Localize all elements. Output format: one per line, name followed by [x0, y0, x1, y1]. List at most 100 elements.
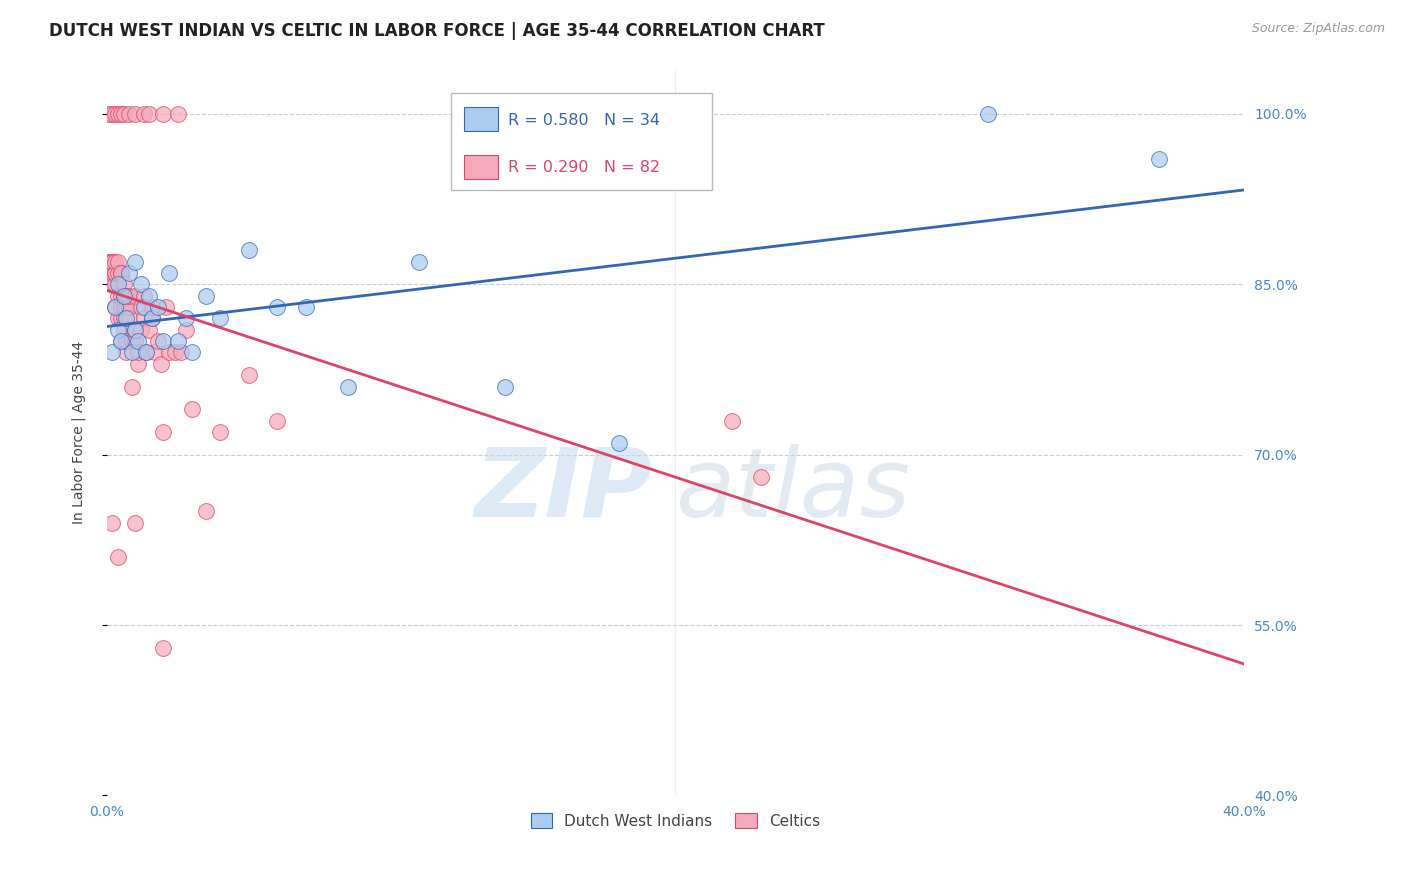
Point — [721, 414, 744, 428]
Point — [121, 379, 143, 393]
Point — [124, 323, 146, 337]
FancyBboxPatch shape — [464, 154, 498, 178]
Point — [141, 311, 163, 326]
Point — [124, 254, 146, 268]
Point — [104, 277, 127, 292]
Point — [104, 107, 127, 121]
Point — [107, 323, 129, 337]
Text: atlas: atlas — [675, 443, 911, 537]
Point — [149, 357, 172, 371]
Point — [129, 277, 152, 292]
Point — [143, 345, 166, 359]
Point — [166, 107, 188, 121]
Point — [101, 254, 124, 268]
Point — [98, 266, 121, 280]
Point — [101, 254, 124, 268]
Point — [132, 288, 155, 302]
Point — [124, 334, 146, 348]
Point — [494, 379, 516, 393]
Point — [115, 311, 138, 326]
Point — [607, 436, 630, 450]
Point — [107, 311, 129, 326]
Point — [101, 266, 124, 280]
Point — [337, 379, 360, 393]
Point — [195, 288, 218, 302]
Point — [132, 311, 155, 326]
Point — [138, 107, 160, 121]
Point — [749, 470, 772, 484]
Point — [115, 288, 138, 302]
Point — [132, 107, 155, 121]
Text: R = 0.290   N = 82: R = 0.290 N = 82 — [508, 161, 661, 175]
Point — [118, 311, 141, 326]
Point — [121, 345, 143, 359]
Point — [118, 288, 141, 302]
Point — [98, 107, 121, 121]
Point — [266, 414, 288, 428]
Point — [101, 254, 124, 268]
Point — [104, 300, 127, 314]
Point — [180, 402, 202, 417]
Point — [110, 266, 132, 280]
Point — [138, 288, 160, 302]
Point — [118, 107, 141, 121]
Point — [132, 300, 155, 314]
Text: R = 0.580   N = 34: R = 0.580 N = 34 — [508, 113, 661, 128]
Point — [146, 334, 169, 348]
Point — [101, 107, 124, 121]
Point — [107, 107, 129, 121]
Point — [107, 549, 129, 564]
FancyBboxPatch shape — [451, 93, 711, 190]
Point — [112, 300, 135, 314]
Point — [157, 345, 180, 359]
Point — [110, 311, 132, 326]
Point — [110, 288, 132, 302]
Point — [115, 334, 138, 348]
Point — [110, 107, 132, 121]
Point — [135, 345, 157, 359]
Point — [169, 345, 191, 359]
Point — [124, 288, 146, 302]
Point — [104, 300, 127, 314]
Point — [104, 254, 127, 268]
Point — [238, 368, 260, 383]
Point — [174, 311, 197, 326]
Point — [107, 277, 129, 292]
Point — [112, 288, 135, 302]
Point — [98, 254, 121, 268]
Point — [174, 323, 197, 337]
Point — [238, 244, 260, 258]
Point — [152, 425, 174, 439]
Point — [135, 345, 157, 359]
Point — [101, 516, 124, 530]
Point — [266, 300, 288, 314]
Point — [129, 323, 152, 337]
Point — [110, 334, 132, 348]
Point — [180, 345, 202, 359]
Point — [127, 357, 149, 371]
Point — [112, 288, 135, 302]
Point — [209, 425, 232, 439]
Point — [294, 300, 316, 314]
Point — [124, 516, 146, 530]
Point — [110, 334, 132, 348]
Point — [110, 300, 132, 314]
Point — [107, 288, 129, 302]
Point — [112, 107, 135, 121]
Point — [157, 266, 180, 280]
Point — [152, 640, 174, 655]
Point — [121, 334, 143, 348]
Point — [977, 107, 1000, 121]
Point — [112, 323, 135, 337]
Point — [118, 300, 141, 314]
Point — [115, 345, 138, 359]
Point — [101, 345, 124, 359]
Point — [110, 266, 132, 280]
Point — [112, 277, 135, 292]
Point — [129, 300, 152, 314]
Text: DUTCH WEST INDIAN VS CELTIC IN LABOR FORCE | AGE 35-44 CORRELATION CHART: DUTCH WEST INDIAN VS CELTIC IN LABOR FOR… — [49, 22, 825, 40]
Point — [107, 254, 129, 268]
Point — [98, 254, 121, 268]
Point — [141, 311, 163, 326]
Point — [104, 266, 127, 280]
